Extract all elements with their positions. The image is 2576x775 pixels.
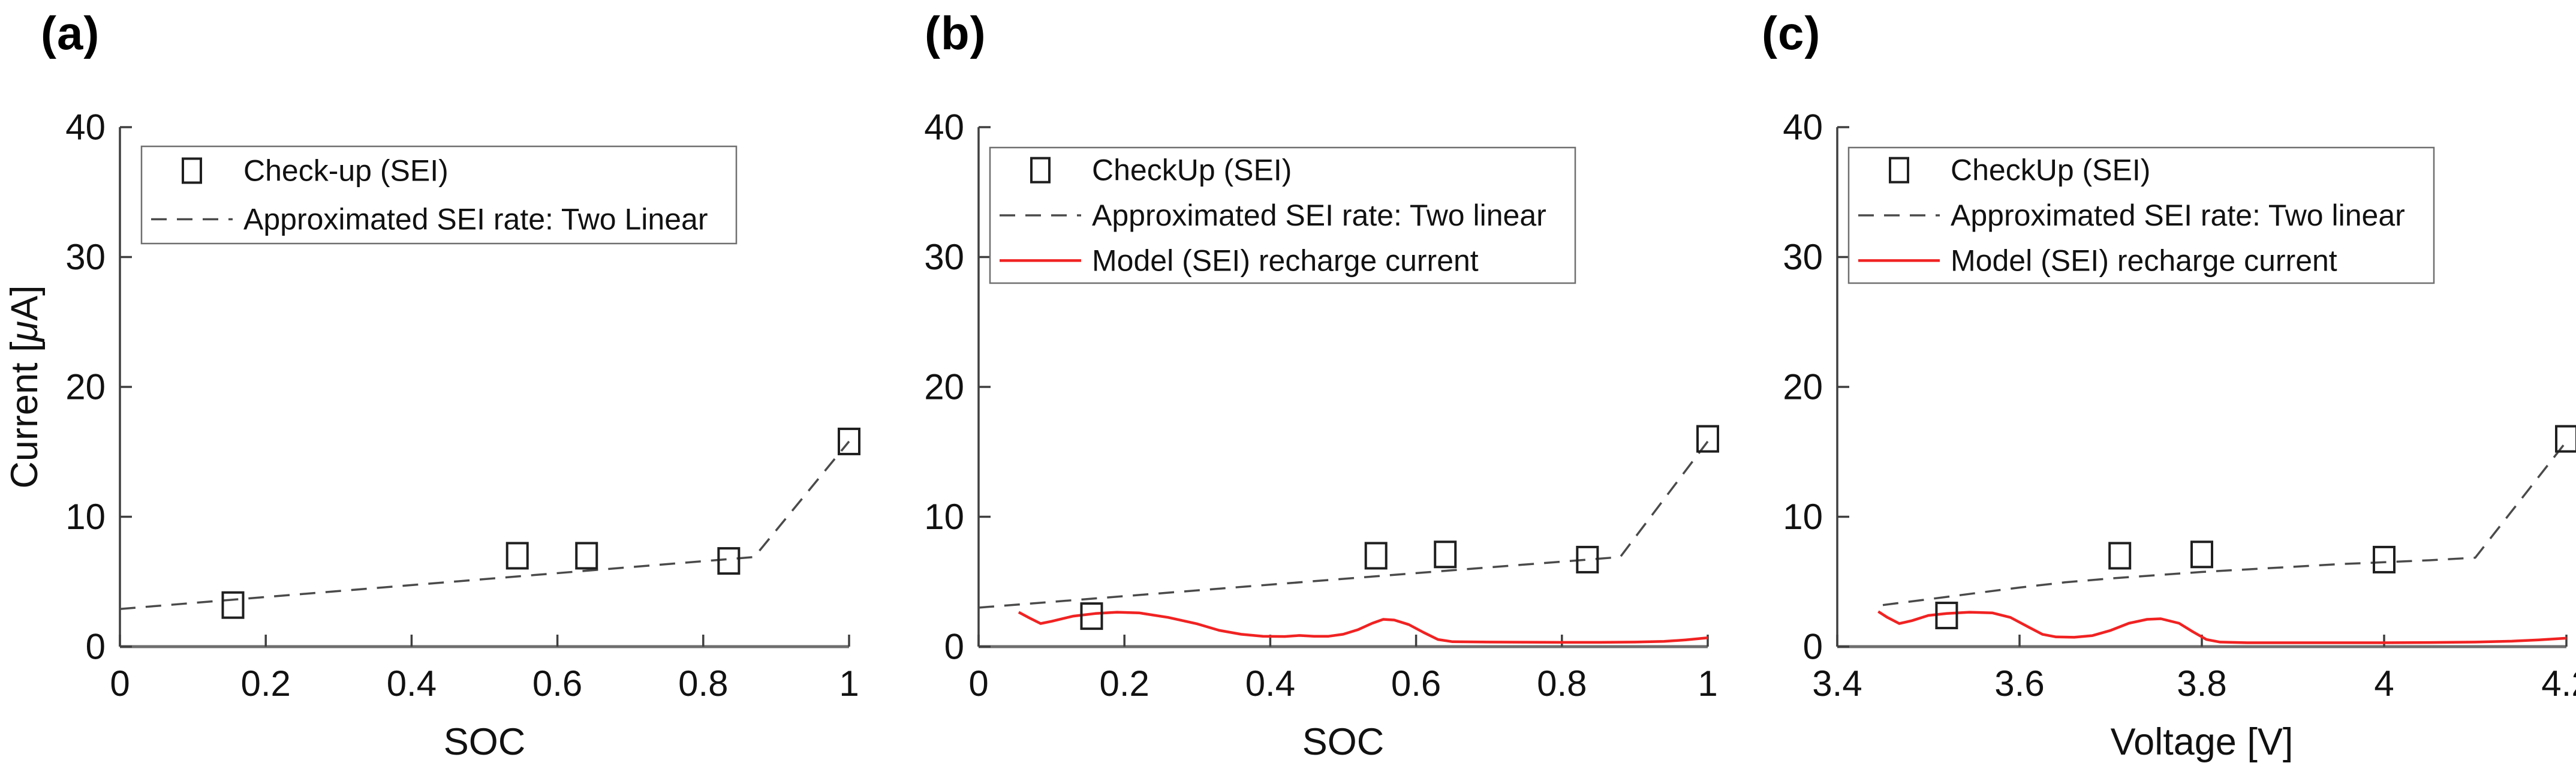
checkup-data-marker xyxy=(838,427,860,455)
panel-c: (c) 0 10 20 30 40 3.4 3.6 3.8 4 4.2 Voltage [V] Che… xyxy=(1717,0,2576,775)
y-tick-label: 20 xyxy=(1783,367,1823,407)
x-tick-label: 3.4 xyxy=(1812,663,1862,704)
checkup-data-marker xyxy=(2190,540,2213,569)
checkup-data-marker xyxy=(221,591,245,619)
x-tick-label: 4 xyxy=(2374,663,2394,704)
legend-item-label: CheckUp (SEI) xyxy=(1951,154,2150,187)
y-tick-label: 10 xyxy=(924,497,964,537)
legend-box xyxy=(989,146,1576,284)
legend-item-label: Check-up (SEI) xyxy=(243,154,449,188)
checkup-data-marker xyxy=(1576,545,1599,573)
checkup-data-marker xyxy=(1935,602,1958,630)
panel-c-label: (c) xyxy=(1762,7,1821,59)
x-tick-label: 0.8 xyxy=(1537,663,1587,704)
x-axis-label: SOC xyxy=(444,721,526,763)
legend-marker-sample xyxy=(1889,157,1909,184)
checkup-data-marker xyxy=(1434,540,1457,569)
checkup-data-marker xyxy=(2373,545,2396,573)
y-tick-label: 40 xyxy=(65,107,106,148)
y-tick-label: 10 xyxy=(1783,497,1823,537)
y-tick-label: 0 xyxy=(86,627,106,667)
legend-item-label: Approximated SEI rate: Two Linear xyxy=(243,203,708,236)
checkup-data-marker xyxy=(1696,425,1719,453)
x-tick-label: 0.8 xyxy=(678,663,728,704)
y-tick-label: 0 xyxy=(944,627,964,667)
legend-item-label: Approximated SEI rate: Two linear xyxy=(1092,199,1546,232)
checkup-data-marker xyxy=(2108,542,2132,570)
legend-item-label: Approximated SEI rate: Two linear xyxy=(1951,199,2405,232)
legend-marker-sample xyxy=(182,157,202,184)
approx-sei-rate-dashed-line xyxy=(119,440,850,610)
legend-box xyxy=(140,145,738,245)
y-tick-label: 30 xyxy=(65,237,106,277)
x-tick-label: 0.4 xyxy=(1245,663,1295,704)
x-tick-label: 0.6 xyxy=(1391,663,1441,704)
y-tick-label: 10 xyxy=(65,497,106,537)
x-tick-label: 3.6 xyxy=(1994,663,2044,704)
y-tick-label: 20 xyxy=(924,367,964,407)
panel-a-chart: 0 10 20 30 40 0 0.2 0.4 0.6 0.8 1 SOC Current [μA] Ch… xyxy=(4,107,860,763)
x-tick-label: 0.6 xyxy=(532,663,582,704)
x-tick-label: 3.8 xyxy=(2177,663,2226,704)
legend-item-label: Model (SEI) recharge current xyxy=(1951,244,2337,277)
panel-a-label: (a) xyxy=(41,7,100,59)
x-tick-label: 0 xyxy=(110,663,130,704)
panel-b-chart: 0 10 20 30 40 0 0.2 0.4 0.6 0.8 1 SOC CheckUp (SEI) A… xyxy=(924,107,1719,763)
x-tick-label: 0.2 xyxy=(240,663,290,704)
y-axis-label: Current [μA] xyxy=(4,285,46,488)
x-tick-label: 1 xyxy=(839,663,859,704)
legend: CheckUp (SEI) Approximated SEI rate: Two … xyxy=(1847,146,2435,284)
legend-box xyxy=(1847,146,2435,284)
legend-item-label: CheckUp (SEI) xyxy=(1092,154,1292,187)
x-tick-label: 1 xyxy=(1698,663,1717,704)
panel-b-label: (b) xyxy=(925,7,986,59)
x-tick-label: 0.2 xyxy=(1099,663,1149,704)
y-tick-label: 30 xyxy=(924,237,964,277)
x-tick-label: 4.2 xyxy=(2541,663,2576,704)
panel-b: (b) 0 10 20 30 40 0 0.2 0.4 0.6 0.8 1 SOC CheckUp (S… xyxy=(859,0,1719,775)
checkup-data-marker xyxy=(1080,602,1103,630)
legend-item-label: Model (SEI) recharge current xyxy=(1092,244,1479,277)
model-recharge-current-line xyxy=(1877,610,2567,644)
legend: Check-up (SEI) Approximated SEI rate: Two… xyxy=(140,145,738,245)
approx-sei-rate-dashed-line xyxy=(1882,440,2568,606)
x-axis-label: Voltage [V] xyxy=(2111,721,2294,763)
x-axis-label: SOC xyxy=(1302,721,1385,763)
legend: CheckUp (SEI) Approximated SEI rate: Two … xyxy=(989,146,1576,284)
checkup-data-marker xyxy=(505,542,529,570)
panel-c-chart: 0 10 20 30 40 3.4 3.6 3.8 4 4.2 Voltage [V] CheckUp… xyxy=(1783,107,2576,763)
y-tick-label: 30 xyxy=(1783,237,1823,277)
y-tick-label: 40 xyxy=(1783,107,1823,148)
checkup-data-marker xyxy=(1364,542,1388,570)
approx-sei-rate-dashed-line xyxy=(978,440,1709,609)
y-tick-label: 20 xyxy=(65,367,106,407)
y-tick-label: 0 xyxy=(1803,627,1823,667)
panel-a: (a) 0 10 20 30 40 0 0.2 0.4 0.6 0.8 1 SOC Current [μ… xyxy=(0,0,860,775)
x-tick-label: 0.4 xyxy=(387,663,437,704)
checkup-data-marker xyxy=(575,542,598,570)
checkup-data-marker xyxy=(2555,425,2576,453)
checkup-data-marker xyxy=(717,547,741,575)
legend-marker-sample xyxy=(1030,157,1051,184)
model-recharge-current-line xyxy=(1018,611,1708,644)
x-tick-label: 0 xyxy=(968,663,988,704)
y-tick-label: 40 xyxy=(924,107,964,148)
